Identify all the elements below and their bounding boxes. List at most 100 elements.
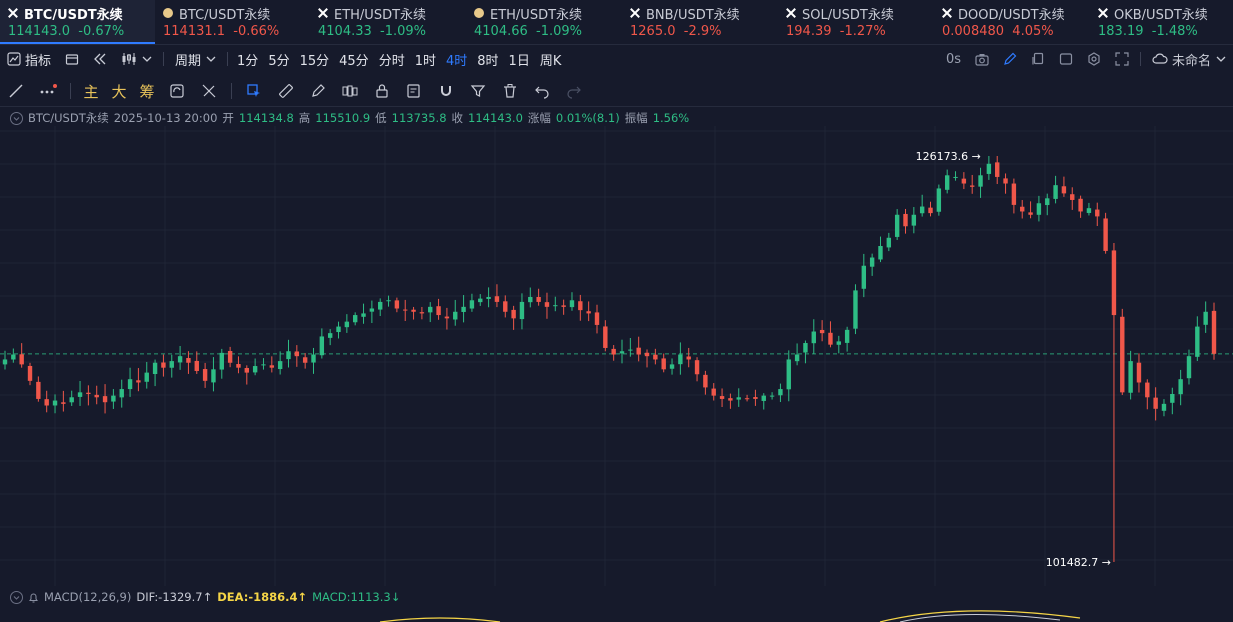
candle[interactable] [461, 295, 466, 323]
candle[interactable] [1061, 176, 1067, 197]
candle[interactable] [486, 287, 491, 308]
delete-tool[interactable] [494, 76, 526, 106]
redo-button[interactable] [558, 76, 590, 106]
candle[interactable] [561, 299, 566, 315]
alert-bell-icon[interactable] [28, 592, 39, 603]
market-tab[interactable]: ETH/USDT永续 4104.66 -1.09% [466, 0, 622, 44]
interval-option[interactable]: 1分 [237, 53, 259, 69]
sync-tool[interactable] [161, 76, 193, 106]
candle[interactable] [136, 368, 141, 392]
candle[interactable] [1028, 201, 1033, 219]
candle[interactable] [1195, 316, 1200, 361]
note-tool[interactable] [398, 76, 430, 106]
candle[interactable] [519, 293, 525, 330]
da-indicator-button[interactable]: 大 [111, 82, 127, 101]
candle[interactable] [211, 357, 216, 392]
candlestick-chart[interactable]: 126173.6 → 101482.7 → [0, 126, 1233, 586]
candle[interactable] [995, 156, 1000, 184]
indicator-button[interactable]: 指标 [0, 50, 58, 69]
collapse-toggle-icon[interactable] [10, 111, 23, 125]
candle[interactable] [1020, 200, 1025, 219]
candle[interactable] [878, 236, 883, 263]
candle[interactable] [536, 288, 541, 306]
lock-tool[interactable] [366, 76, 398, 106]
candle[interactable] [861, 253, 867, 298]
candle[interactable] [244, 365, 249, 385]
candle[interactable] [169, 354, 174, 378]
candle[interactable] [186, 351, 191, 374]
candle[interactable] [986, 156, 992, 180]
candle[interactable] [177, 345, 183, 370]
candle[interactable] [844, 326, 850, 352]
candle[interactable] [277, 351, 283, 375]
candle[interactable] [1078, 195, 1083, 218]
candle[interactable] [511, 305, 516, 330]
candle[interactable] [19, 343, 24, 368]
interval-option[interactable]: 分时 [378, 53, 405, 69]
candle[interactable] [269, 356, 275, 373]
candle[interactable] [819, 320, 825, 342]
candle[interactable] [911, 207, 917, 234]
candle[interactable] [444, 307, 450, 330]
brush-tool[interactable] [302, 76, 334, 106]
candle[interactable] [86, 385, 91, 406]
candle[interactable] [261, 358, 266, 370]
candle[interactable] [469, 293, 475, 312]
candle[interactable] [586, 301, 591, 322]
candle[interactable] [369, 300, 375, 324]
candle[interactable] [111, 389, 116, 409]
interval-option[interactable]: 15分 [299, 53, 330, 69]
candle[interactable] [102, 384, 108, 414]
candle[interactable] [744, 394, 750, 402]
candle[interactable] [961, 172, 967, 190]
candle[interactable] [1120, 308, 1125, 395]
candle[interactable] [1203, 301, 1208, 333]
trendline-tool[interactable] [0, 76, 32, 106]
candle[interactable] [1128, 350, 1133, 400]
candle[interactable] [194, 351, 199, 374]
candle[interactable] [953, 171, 958, 181]
candle[interactable] [428, 302, 433, 323]
candle[interactable] [1186, 349, 1192, 385]
candle[interactable] [1095, 202, 1100, 227]
screenshot-button[interactable] [968, 53, 996, 66]
candle[interactable] [1136, 353, 1142, 393]
candle[interactable] [694, 357, 700, 382]
candle[interactable] [311, 347, 316, 374]
candle[interactable] [553, 296, 558, 312]
candle[interactable] [886, 232, 892, 252]
candle[interactable] [661, 353, 666, 373]
candle[interactable] [703, 370, 708, 395]
candle[interactable] [436, 298, 441, 320]
candle[interactable] [611, 345, 616, 361]
settings-button[interactable] [1080, 52, 1108, 66]
fullscreen-button[interactable] [1108, 52, 1136, 66]
replay-button[interactable] [86, 52, 114, 66]
candle[interactable] [978, 167, 983, 198]
candle[interactable] [636, 336, 641, 362]
candle[interactable] [711, 383, 716, 401]
candle[interactable] [936, 184, 942, 216]
candle[interactable] [236, 356, 241, 374]
candle[interactable] [578, 294, 583, 321]
candle[interactable] [378, 298, 383, 317]
candle[interactable] [1153, 387, 1158, 421]
candle[interactable] [678, 342, 683, 375]
candle[interactable] [336, 321, 341, 339]
pattern-tool[interactable] [334, 76, 366, 106]
candle[interactable] [594, 304, 600, 334]
template-button[interactable] [58, 52, 86, 66]
magnet-tool[interactable] [430, 76, 462, 106]
layout-dropdown[interactable]: 未命名 [1145, 50, 1233, 69]
candle[interactable] [161, 354, 166, 377]
market-tab[interactable]: BNB/USDT永续 1265.0 -2.9% [622, 0, 778, 44]
candle[interactable] [453, 299, 458, 326]
candle[interactable] [127, 367, 133, 397]
candle[interactable] [52, 394, 58, 414]
candle[interactable] [528, 287, 533, 308]
candle[interactable] [828, 321, 833, 348]
candle[interactable] [2, 350, 8, 370]
interval-option[interactable]: 5分 [268, 53, 290, 69]
candle[interactable] [728, 393, 733, 409]
candle[interactable] [419, 306, 425, 320]
